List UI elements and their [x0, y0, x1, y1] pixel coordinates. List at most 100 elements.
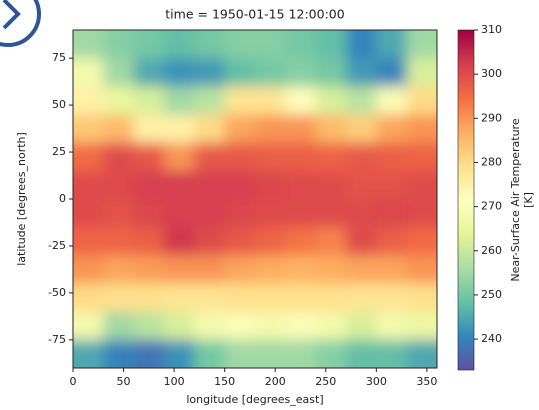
heatmap-cell [164, 114, 195, 144]
x-tick-label: 200 [265, 375, 286, 388]
heatmap-cell [315, 142, 347, 172]
heatmap-cell [255, 339, 286, 368]
heatmap-cell [376, 283, 408, 313]
heatmap-cell [73, 339, 104, 368]
heatmap-cell [103, 283, 135, 313]
heatmap-cell [224, 283, 256, 313]
heatmap-cell [103, 86, 135, 115]
heatmap-cell [406, 227, 437, 256]
heatmap-cell [103, 114, 135, 144]
heatmap-cell [73, 142, 104, 172]
heatmap-cell [133, 227, 165, 256]
y-tick-label: -50 [48, 286, 66, 299]
heatmap-cell [103, 170, 135, 200]
heatmap-cell [255, 227, 286, 256]
heatmap-cell [103, 142, 135, 172]
heatmap-cell [164, 311, 195, 341]
heatmap-cell [285, 58, 317, 87]
heatmap-cell [376, 142, 408, 172]
y-tick-label: 25 [52, 145, 66, 158]
heatmap-cell [285, 311, 317, 341]
heatmap-cell [406, 142, 437, 172]
heatmap-cell [73, 311, 104, 341]
heatmap-cell [103, 58, 135, 87]
heatmap-cell [285, 30, 317, 59]
colorbar-units: [K] [522, 192, 535, 208]
heatmap-cell [103, 30, 135, 59]
heatmap-cell [346, 86, 377, 115]
y-tick-label: -75 [48, 333, 66, 346]
heatmap-cell [164, 199, 195, 228]
heatmap-cell [285, 227, 317, 256]
y-tick-label: 75 [52, 51, 66, 64]
heatmap-cell [73, 255, 104, 284]
heatmap-cell [285, 339, 317, 368]
x-tick-label: 150 [214, 375, 235, 388]
heatmap-cell [224, 339, 256, 368]
heatmap-cell [73, 30, 104, 59]
heatmap-cell [376, 199, 408, 228]
heatmap-cell [406, 114, 437, 144]
heatmap-cell [194, 255, 226, 284]
y-tick-label: -25 [48, 239, 66, 252]
heatmap-cell [346, 283, 377, 313]
heatmap-cell [255, 30, 286, 59]
heatmap-cell [285, 86, 317, 115]
heatmap-cell [315, 199, 347, 228]
heatmap-cell [103, 199, 135, 228]
heatmap-cell [103, 227, 135, 256]
heatmap-cell [224, 30, 256, 59]
heatmap-cell [346, 30, 377, 59]
heatmap-cell [194, 58, 226, 87]
heatmap-cell [194, 170, 226, 200]
heatmap-cell [376, 30, 408, 59]
heatmap [73, 30, 437, 368]
heatmap-cell [133, 199, 165, 228]
heatmap-cell [133, 30, 165, 59]
y-tick-label: 50 [52, 98, 66, 111]
heatmap-cell [133, 58, 165, 87]
colorbar-tick-label: 240 [481, 332, 502, 345]
heatmap-cell [194, 311, 226, 341]
heatmap-cell [73, 114, 104, 144]
heatmap-cell [255, 86, 286, 115]
colorbar-tick-label: 250 [481, 288, 502, 301]
x-tick-label: 350 [416, 375, 437, 388]
heatmap-cell [224, 170, 256, 200]
colorbar-tick-label: 290 [481, 111, 502, 124]
heatmap-cell [73, 283, 104, 313]
heatmap-cell [164, 30, 195, 59]
heatmap-cell [224, 86, 256, 115]
heatmap-cell [285, 170, 317, 200]
heatmap-cell [255, 255, 286, 284]
heatmap-cell [315, 170, 347, 200]
heatmap-cell [194, 142, 226, 172]
heatmap-cell [406, 30, 437, 59]
heatmap-cell [224, 58, 256, 87]
heatmap-cell [376, 255, 408, 284]
heatmap-cell [133, 255, 165, 284]
heatmap-cell [315, 339, 347, 368]
heatmap-cell [285, 199, 317, 228]
heatmap-cell [133, 86, 165, 115]
heatmap-cell [224, 114, 256, 144]
heatmap-cell [133, 114, 165, 144]
colorbar-tick-label: 310 [481, 23, 502, 36]
heatmap-cell [164, 255, 195, 284]
heatmap-cell [376, 58, 408, 87]
heatmap-cell [315, 58, 347, 87]
heatmap-cell [346, 255, 377, 284]
heatmap-cell [194, 30, 226, 59]
heatmap-cell [255, 114, 286, 144]
heatmap-cell [346, 142, 377, 172]
heatmap-cell [315, 86, 347, 115]
colorbar-tick-label: 300 [481, 67, 502, 80]
heatmap-cell [406, 255, 437, 284]
heatmap-cell [406, 58, 437, 87]
y-tick-label: 0 [59, 192, 66, 205]
heatmap-cell [315, 255, 347, 284]
heatmap-cell [315, 114, 347, 144]
heatmap-cell [376, 114, 408, 144]
heatmap-cell [164, 142, 195, 172]
